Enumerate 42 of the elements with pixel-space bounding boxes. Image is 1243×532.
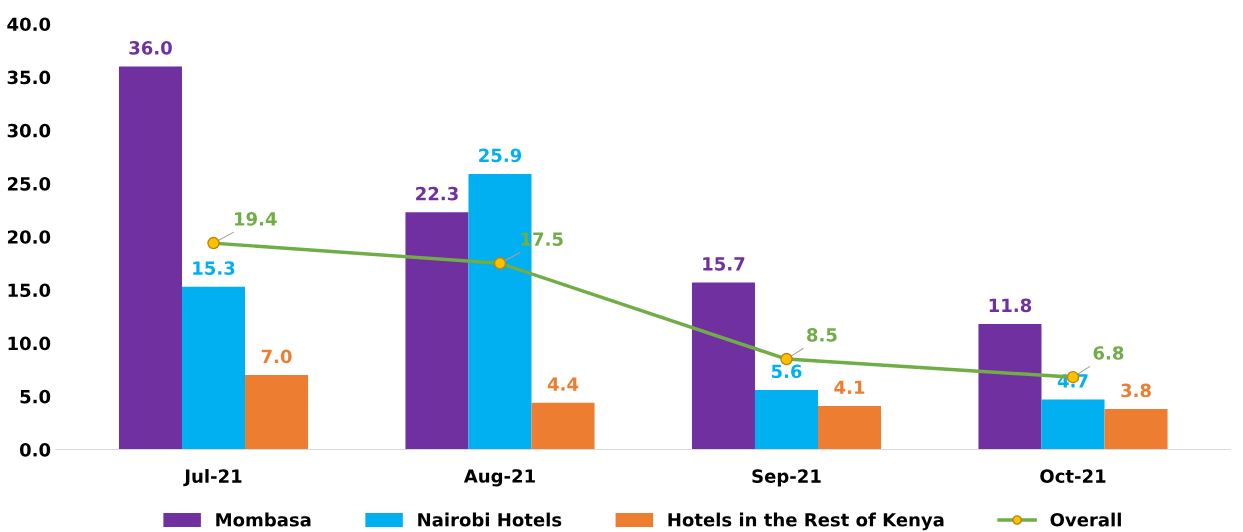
- y-tick-label: 0.0: [19, 443, 51, 457]
- data-label: 25.9: [479, 148, 522, 163]
- data-label: 15.7: [703, 257, 745, 271]
- y-tick-label: 30.0: [7, 123, 51, 138]
- data-label: 3.8: [1121, 383, 1151, 398]
- data-label: 6.8: [1093, 346, 1124, 360]
- data-label: 7.0: [261, 349, 292, 364]
- x-tick-label: Jul-21: [183, 468, 242, 487]
- bar: [818, 405, 882, 450]
- data-label: 4.1: [834, 380, 865, 394]
- data-label: 8.5: [807, 328, 837, 342]
- bar: [405, 212, 469, 450]
- x-tick-label: Oct-21: [1040, 469, 1106, 483]
- y-tick-label: 10.0: [8, 336, 51, 351]
- x-tick-label: Sep-21: [752, 469, 821, 487]
- bar: [1041, 399, 1105, 450]
- bar: [978, 323, 1042, 450]
- y-tick-label: 15.0: [8, 283, 51, 298]
- y-tick-label: 20.0: [7, 230, 51, 244]
- data-label: 4.4: [547, 377, 579, 391]
- legend-label: Hotels in the Rest of Kenya: [668, 512, 944, 531]
- y-tick-label: 40.0: [7, 17, 51, 32]
- data-label: 5.6: [771, 364, 802, 379]
- legend-label: Overall: [1050, 512, 1121, 527]
- legend-label: Mombasa: [216, 512, 311, 527]
- data-label: 15.3: [193, 261, 235, 275]
- data-label: 19.4: [234, 212, 277, 226]
- x-tick-label: Aug-21: [463, 469, 535, 487]
- y-tick-label: 35.0: [7, 70, 51, 85]
- data-label: 22.3: [416, 186, 458, 201]
- bar: [118, 66, 182, 450]
- bar: [531, 402, 595, 450]
- legend-label: Nairobi Hotels: [418, 512, 562, 527]
- data-label: 11.8: [989, 298, 1032, 313]
- y-tick-label: 5.0: [20, 389, 51, 404]
- data-label: 36.0: [129, 41, 172, 55]
- bar: [691, 282, 755, 450]
- bar: [245, 375, 309, 450]
- bar: [1104, 409, 1168, 450]
- bar: [181, 286, 246, 450]
- bar: [754, 389, 819, 450]
- y-tick-label: 25.0: [7, 177, 51, 191]
